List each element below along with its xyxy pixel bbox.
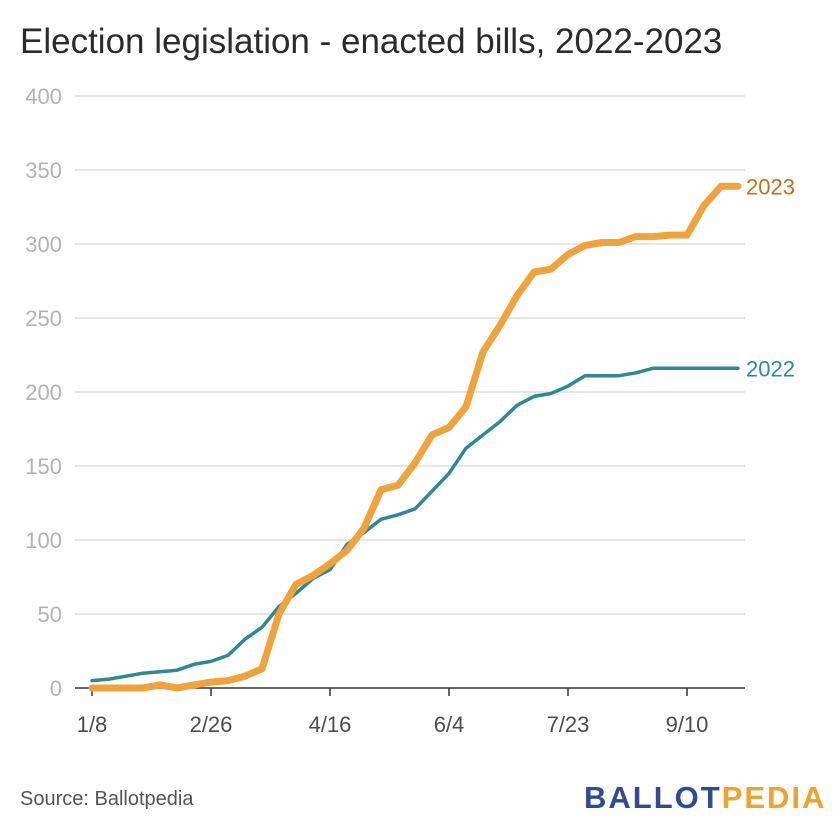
logo-part-ballot: BALLOT <box>584 780 722 815</box>
series-label-2023: 2023 <box>746 174 795 199</box>
y-tick-label: 400 <box>25 84 62 109</box>
y-tick-label: 0 <box>50 676 62 701</box>
y-tick-label: 50 <box>38 602 62 627</box>
chart-title: Election legislation - enacted bills, 20… <box>20 22 723 61</box>
y-tick-label: 250 <box>25 306 62 331</box>
y-tick-label: 100 <box>25 528 62 553</box>
logo-part-pedia: PEDIA <box>721 780 827 815</box>
x-tick-label: 2/26 <box>190 712 233 737</box>
x-tick-label: 1/8 <box>77 712 108 737</box>
y-tick-label: 350 <box>25 158 62 183</box>
x-tick-label: 7/23 <box>547 712 590 737</box>
y-tick-label: 200 <box>25 380 62 405</box>
series-label-2022: 2022 <box>746 356 795 381</box>
y-tick-label: 150 <box>25 454 62 479</box>
source-note: Source: Ballotpedia <box>20 788 194 810</box>
x-tick-label: 4/16 <box>309 712 352 737</box>
x-tick-label: 6/4 <box>434 712 465 737</box>
x-tick-label: 9/10 <box>666 712 709 737</box>
y-tick-label: 300 <box>25 232 62 257</box>
ballotpedia-logo: BALLOTPEDIA <box>584 780 826 816</box>
series-line-2022 <box>90 366 740 683</box>
series-line-2023 <box>88 182 742 692</box>
